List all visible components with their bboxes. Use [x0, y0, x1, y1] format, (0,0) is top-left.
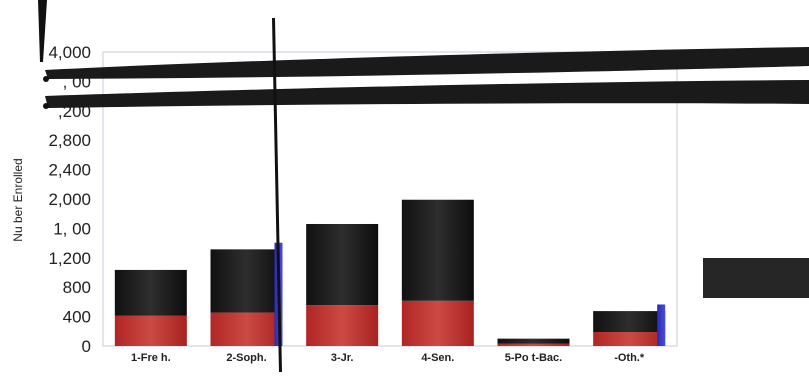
x-tick-label: 4-Sen. [421, 352, 454, 364]
y-axis-label: Nu ber Enrolled [11, 158, 25, 241]
scribble-overlay [38, 0, 809, 372]
scribble-stroke-upper [45, 47, 809, 79]
redaction-box-right [703, 258, 809, 298]
bar-segment-0-2 [306, 305, 379, 346]
bar-segment-0-3 [401, 300, 474, 346]
y-tick-label: 0 [82, 337, 91, 356]
bar-segment-0-4 [497, 343, 570, 346]
y-tick-label: 1,200 [48, 249, 91, 268]
bar-segment-1-2 [306, 223, 379, 306]
bar-segment-1-0 [114, 269, 187, 316]
y-tick-label: 400 [63, 308, 91, 327]
y-tick-label: 2,400 [48, 161, 91, 180]
vertical-pen-line [272, 18, 282, 372]
x-ticks-group: 1-Fre h. 2-Soph. 3-Jr. 4-Sen. 5-Po t-Bac. -Ot… [131, 352, 645, 364]
y-tick-label: 2,000 [48, 190, 91, 209]
bar-segment-1-4 [497, 338, 570, 344]
pen-dot-2 [43, 103, 49, 109]
bar-segment-1-3 [401, 199, 474, 301]
y-tick-label: 800 [63, 278, 91, 297]
x-tick-label: -Oth.* [614, 352, 645, 364]
bar-segment-1-1 [210, 249, 283, 313]
scribble-stroke-lower [45, 80, 809, 108]
bar-segment-0-5 [593, 332, 666, 346]
pen-dot-1 [43, 76, 49, 82]
x-tick-label: 3-Jr. [331, 352, 354, 364]
bar-segment-1-5 [593, 311, 666, 333]
bars-group [114, 199, 666, 346]
bar-segment-0-0 [114, 315, 187, 346]
x-tick-label: 5-Po t-Bac. [505, 352, 562, 364]
x-tick-label: 2-Soph. [226, 352, 266, 364]
y-tick-label: 2,800 [48, 131, 91, 150]
y-tick-label: 4,000 [48, 43, 91, 62]
bar-segment-0-1 [210, 312, 283, 346]
scribble-stroke-top-left [38, 0, 47, 62]
y-tick-label: 1, 00 [53, 219, 91, 238]
bar-segment-2-5 [657, 304, 666, 346]
x-tick-label: 1-Fre h. [131, 352, 171, 364]
